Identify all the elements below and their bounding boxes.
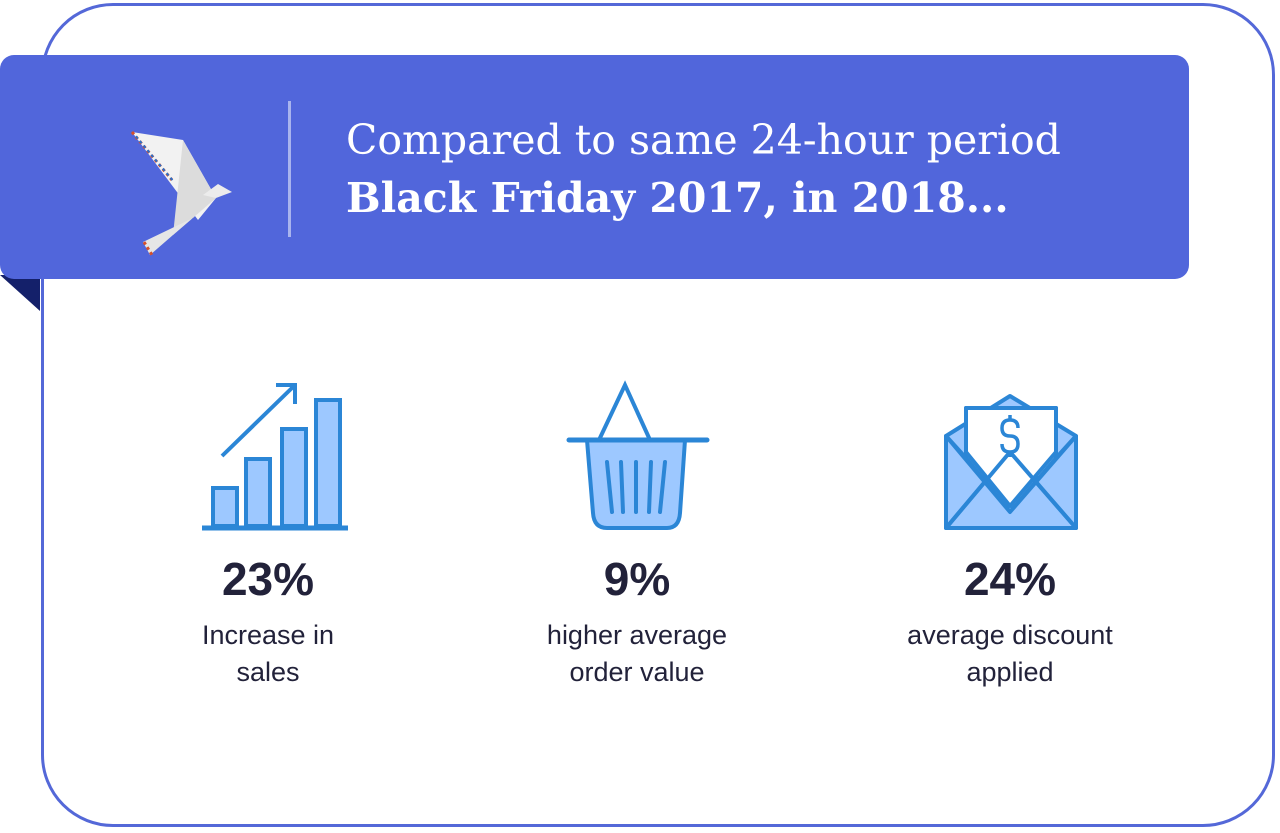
stat-label-line-2: sales: [236, 657, 300, 687]
stat-label: average discount applied: [830, 617, 1190, 691]
stat-label-line-2: order value: [569, 657, 705, 687]
page-title: Compared to same 24-hour period Black Fr…: [346, 111, 1061, 227]
bar-chart-growth-icon: [202, 383, 348, 531]
header-banner: Compared to same 24-hour period Black Fr…: [0, 55, 1189, 279]
title-line-2: Black Friday 2017, in 2018...: [346, 174, 1009, 222]
envelope-dollar-icon: [944, 394, 1078, 530]
title-line-1: Compared to same 24-hour period: [346, 116, 1061, 164]
stat-label: higher average order value: [457, 617, 817, 691]
stat-discount: 24% average discount applied: [830, 378, 1190, 691]
stat-label-line-1: average discount: [907, 620, 1113, 650]
stat-value: 9%: [603, 553, 671, 605]
stat-value: 23%: [221, 553, 315, 605]
origami-bird-logo-icon: [130, 131, 232, 256]
banner-fold: [0, 275, 40, 311]
stat-label: Increase in sales: [88, 617, 448, 691]
card-border: [41, 3, 1275, 827]
shopping-basket-icon: [566, 380, 710, 530]
stat-label-line-1: higher average: [546, 620, 728, 650]
stat-label-line-2: applied: [966, 657, 1054, 687]
stat-sales: 23% Increase in sales: [88, 378, 448, 691]
stat-value: 24%: [963, 553, 1057, 605]
stat-label-line-1: Increase in: [201, 620, 335, 650]
header-divider: [288, 101, 291, 237]
stat-order-value: 9% higher average order value: [457, 378, 817, 691]
